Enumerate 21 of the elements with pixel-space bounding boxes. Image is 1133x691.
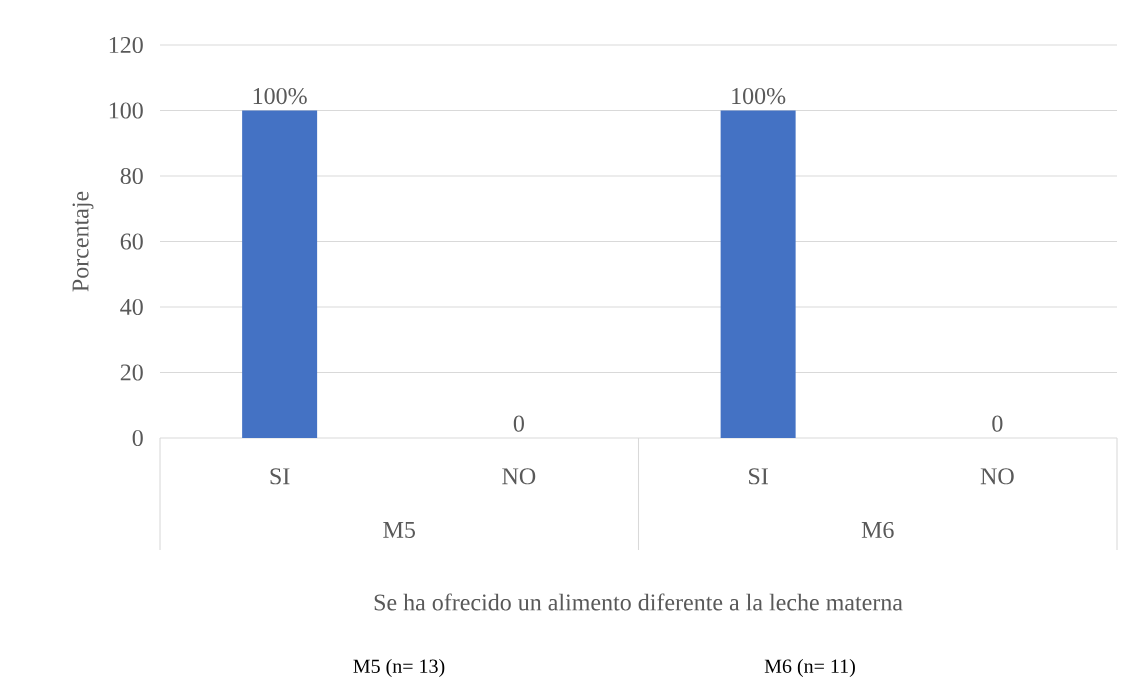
y-tick-label: 0 [132,429,143,447]
y-tick-label: 120 [109,36,143,54]
y-tick-label: 40 [120,298,143,316]
text: M5 (n= 13) [353,658,445,678]
y-tick-label: 20 [120,364,143,381]
text: M5 [383,522,415,538]
y-tick-label: 60 [120,233,143,250]
data-label: 0 [992,415,1003,432]
data-label: 100% [732,87,786,105]
y-tick-label: 100 [109,102,143,119]
data-label: 0 [513,415,524,432]
x-tick-label: SI [270,468,290,485]
data-label: 100% [253,87,307,105]
y-tick-label: 80 [120,167,143,185]
x-tick-label: NO [502,468,536,485]
x-tick-label: SI [749,468,768,485]
x-tick-label: NO [980,468,1014,485]
x-axis-title: Se ha ofrecido un alimento diferente a la leche materna [374,593,903,611]
text: M6 [861,521,894,539]
y-axis-title: Porcentaje [72,191,94,292]
text: M6 (n= 11) [764,658,855,678]
